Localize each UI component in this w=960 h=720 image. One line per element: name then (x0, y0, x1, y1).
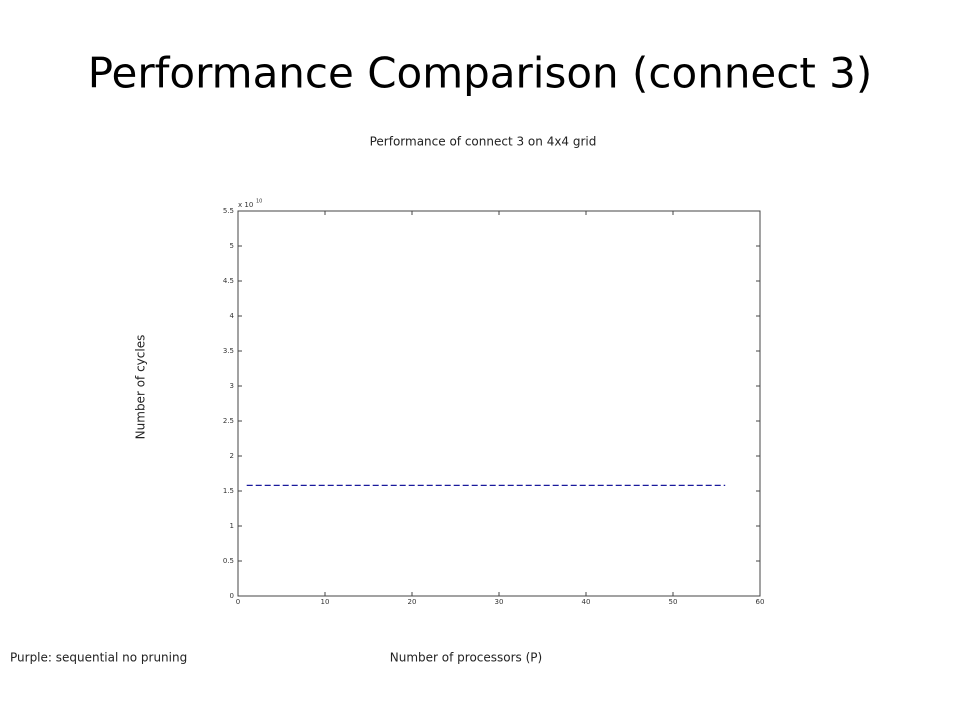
note: Purple: sequential no pruning (10, 651, 187, 665)
x-tick-label: 30 (495, 598, 504, 606)
y-tick-label: 2 (230, 452, 234, 460)
chart-title: Performance of connect 3 on 4x4 grid (370, 135, 597, 149)
y-tick-label: 2.5 (223, 417, 234, 425)
y-tick-label: 0 (230, 592, 234, 600)
y-tick-label: 4 (230, 312, 235, 320)
y-scale-exponent: 10 (256, 199, 262, 205)
plot-frame (237, 210, 761, 597)
x-tick-label: 0 (236, 598, 240, 606)
y-tick-label: 1.5 (223, 487, 234, 495)
y-tick-label: 1 (230, 522, 234, 530)
x-tick-label: 60 (756, 598, 765, 606)
x-tick-label: 10 (321, 598, 330, 606)
x-tick-label: 20 (408, 598, 417, 606)
y-tick-label: 3 (230, 382, 234, 390)
y-tick-label: 0.5 (223, 557, 234, 565)
y-tick-label: 5 (230, 242, 234, 250)
slide-title: Performance Comparison (connect 3) (88, 49, 873, 98)
y-scale-base: x 10 (238, 201, 253, 209)
y-tick-label: 4.5 (223, 277, 234, 285)
y-axis-label: Number of cycles (134, 335, 148, 440)
x-tick-label: 50 (669, 598, 678, 606)
y-tick-label: 5.5 (223, 207, 234, 215)
x-tick-label: 40 (582, 598, 591, 606)
y-tick-label: 3.5 (223, 347, 234, 355)
x-axis-label: Number of processors (P) (390, 651, 542, 665)
